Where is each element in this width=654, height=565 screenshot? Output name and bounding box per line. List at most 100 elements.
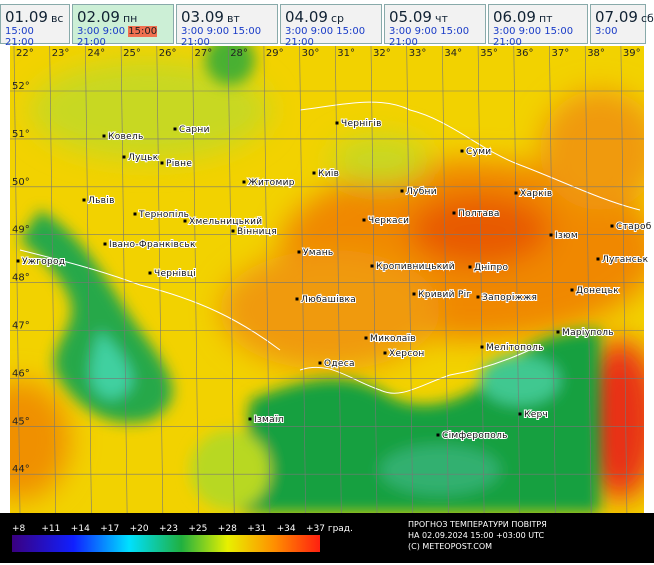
tab-time[interactable]: 21:00 <box>285 37 314 48</box>
longitude-label: 30° <box>302 48 320 59</box>
city-dot <box>556 330 560 334</box>
tab-time[interactable]: 21:00 <box>5 37 34 48</box>
city-dot <box>549 233 553 237</box>
tab-times: 3:00 9:00 15:00 <box>77 26 169 37</box>
day-tab[interactable]: 01.09 вс 15:00 21:00 <box>0 4 70 48</box>
footer-text: НА 02.09.2024 15:00 +03:00 UTC <box>408 531 545 540</box>
city-dot <box>514 191 518 195</box>
city-label: Луганськ <box>602 255 649 265</box>
tab-time[interactable]: 21:00 <box>493 37 522 48</box>
city-dot <box>231 229 235 233</box>
tab-time[interactable]: 21:00 <box>389 37 418 48</box>
longitude-label: 25° <box>123 48 141 59</box>
legend-label: +17 <box>100 524 119 534</box>
legend-label: +37 град. <box>306 524 353 534</box>
city-dot <box>82 198 86 202</box>
longitude-label: 36° <box>516 48 534 59</box>
latitude-label: 47° <box>12 321 30 332</box>
legend-label: +28 <box>218 524 237 534</box>
longitude-label: 27° <box>195 48 213 59</box>
city-label: Чернігів <box>341 119 382 129</box>
longitude-label: 39° <box>623 48 641 59</box>
tab-time[interactable]: 15:00 <box>5 26 34 37</box>
day-tab[interactable]: 06.09 пт 3:00 9:00 15:00 21:00 <box>488 4 588 48</box>
tab-day: вт <box>226 12 240 25</box>
latitude-label: 48° <box>12 273 30 284</box>
longitude-label: 22° <box>16 48 34 59</box>
latitude-label: 52° <box>12 81 30 92</box>
longitude-label: 24° <box>87 48 105 59</box>
tab-time[interactable]: 21:00 <box>181 37 210 48</box>
tab-day: ср <box>330 12 344 25</box>
longitude-label: 33° <box>409 48 427 59</box>
meridian <box>85 45 92 514</box>
city-dot <box>476 295 480 299</box>
tab-time[interactable]: 3:00 9:00 15:00 <box>285 26 366 37</box>
legend-label: +23 <box>159 524 178 534</box>
city-dot <box>383 351 387 355</box>
city-label: Сарни <box>179 125 210 135</box>
city-dot <box>460 149 464 153</box>
tab-head: 05.09 чт <box>389 7 481 26</box>
tab-time[interactable]: 3:00 9:00 <box>77 26 126 37</box>
city-label: Київ <box>318 169 339 179</box>
city-label: Чернівці <box>154 269 196 279</box>
city-dot <box>183 219 187 223</box>
city-dot <box>412 292 416 296</box>
latitude-label: 50° <box>12 177 30 188</box>
meridian <box>120 45 128 514</box>
city-dot <box>103 242 107 246</box>
tab-date: 06.09 <box>493 8 536 26</box>
latitude-label: 49° <box>12 225 30 236</box>
meridian <box>192 45 199 514</box>
tab-head: 02.09 пн <box>77 7 169 26</box>
city-dot <box>312 171 316 175</box>
tab-time[interactable]: 3:00 9:00 15:00 <box>493 26 574 37</box>
city-label: Рівне <box>166 159 192 169</box>
city-dot <box>148 271 152 275</box>
city-label: Одеса <box>324 359 355 369</box>
tab-time[interactable]: 3:00 9:00 15:00 <box>389 26 470 37</box>
legend-label: +31 <box>247 524 266 534</box>
city-dot <box>436 433 440 437</box>
city-dot <box>318 361 322 365</box>
tab-time[interactable]: 3:00 <box>595 26 618 37</box>
tab-day: чт <box>434 12 448 25</box>
city-label: Староб <box>616 222 652 232</box>
city-label: Хмельницький <box>189 217 262 227</box>
longitude-label: 29° <box>266 48 284 59</box>
city-label: Черкаси <box>368 216 409 226</box>
city-dot <box>610 224 614 228</box>
tab-day: пн <box>122 12 138 25</box>
city-dot <box>102 134 106 138</box>
day-tab[interactable]: 05.09 чт 3:00 9:00 15:00 21:00 <box>384 4 486 48</box>
meridian <box>620 45 628 514</box>
meridian <box>156 45 164 514</box>
city-dot <box>452 211 456 215</box>
longitude-label: 32° <box>373 48 391 59</box>
city-label: Любашівка <box>301 295 356 305</box>
tab-time[interactable]: 3:00 9:00 15:00 <box>181 26 262 37</box>
tab-time-selected[interactable]: 15:00 <box>128 26 158 37</box>
city-dot <box>335 121 339 125</box>
latitude-label: 51° <box>12 129 30 140</box>
day-tab[interactable]: 02.09 пн 3:00 9:00 15:00 21:00 <box>72 4 174 48</box>
longitude-label: 38° <box>587 48 605 59</box>
city-label: Кропивницький <box>376 262 455 272</box>
day-tab[interactable]: 03.09 вт 3:00 9:00 15:00 21:00 <box>176 4 278 48</box>
meridian <box>477 45 485 514</box>
day-tab[interactable]: 04.09 ср 3:00 9:00 15:00 21:00 <box>280 4 382 48</box>
meridian <box>513 45 521 514</box>
city-label: Ізюм <box>555 231 578 241</box>
meridian <box>263 45 271 514</box>
city-dot <box>364 336 368 340</box>
latitude-label: 45° <box>12 416 30 427</box>
city-label: Сімферополь <box>442 431 508 441</box>
tab-time[interactable]: 21:00 <box>77 37 106 48</box>
day-tab[interactable]: 07.09 сб 3:00 <box>590 4 654 44</box>
city-dot <box>248 417 252 421</box>
city-label: Кривий Ріг <box>418 290 471 300</box>
city-dot <box>596 257 600 261</box>
footer-text: (C) METEOPOST.COM <box>408 542 492 551</box>
city-label: Лубни <box>406 187 437 197</box>
